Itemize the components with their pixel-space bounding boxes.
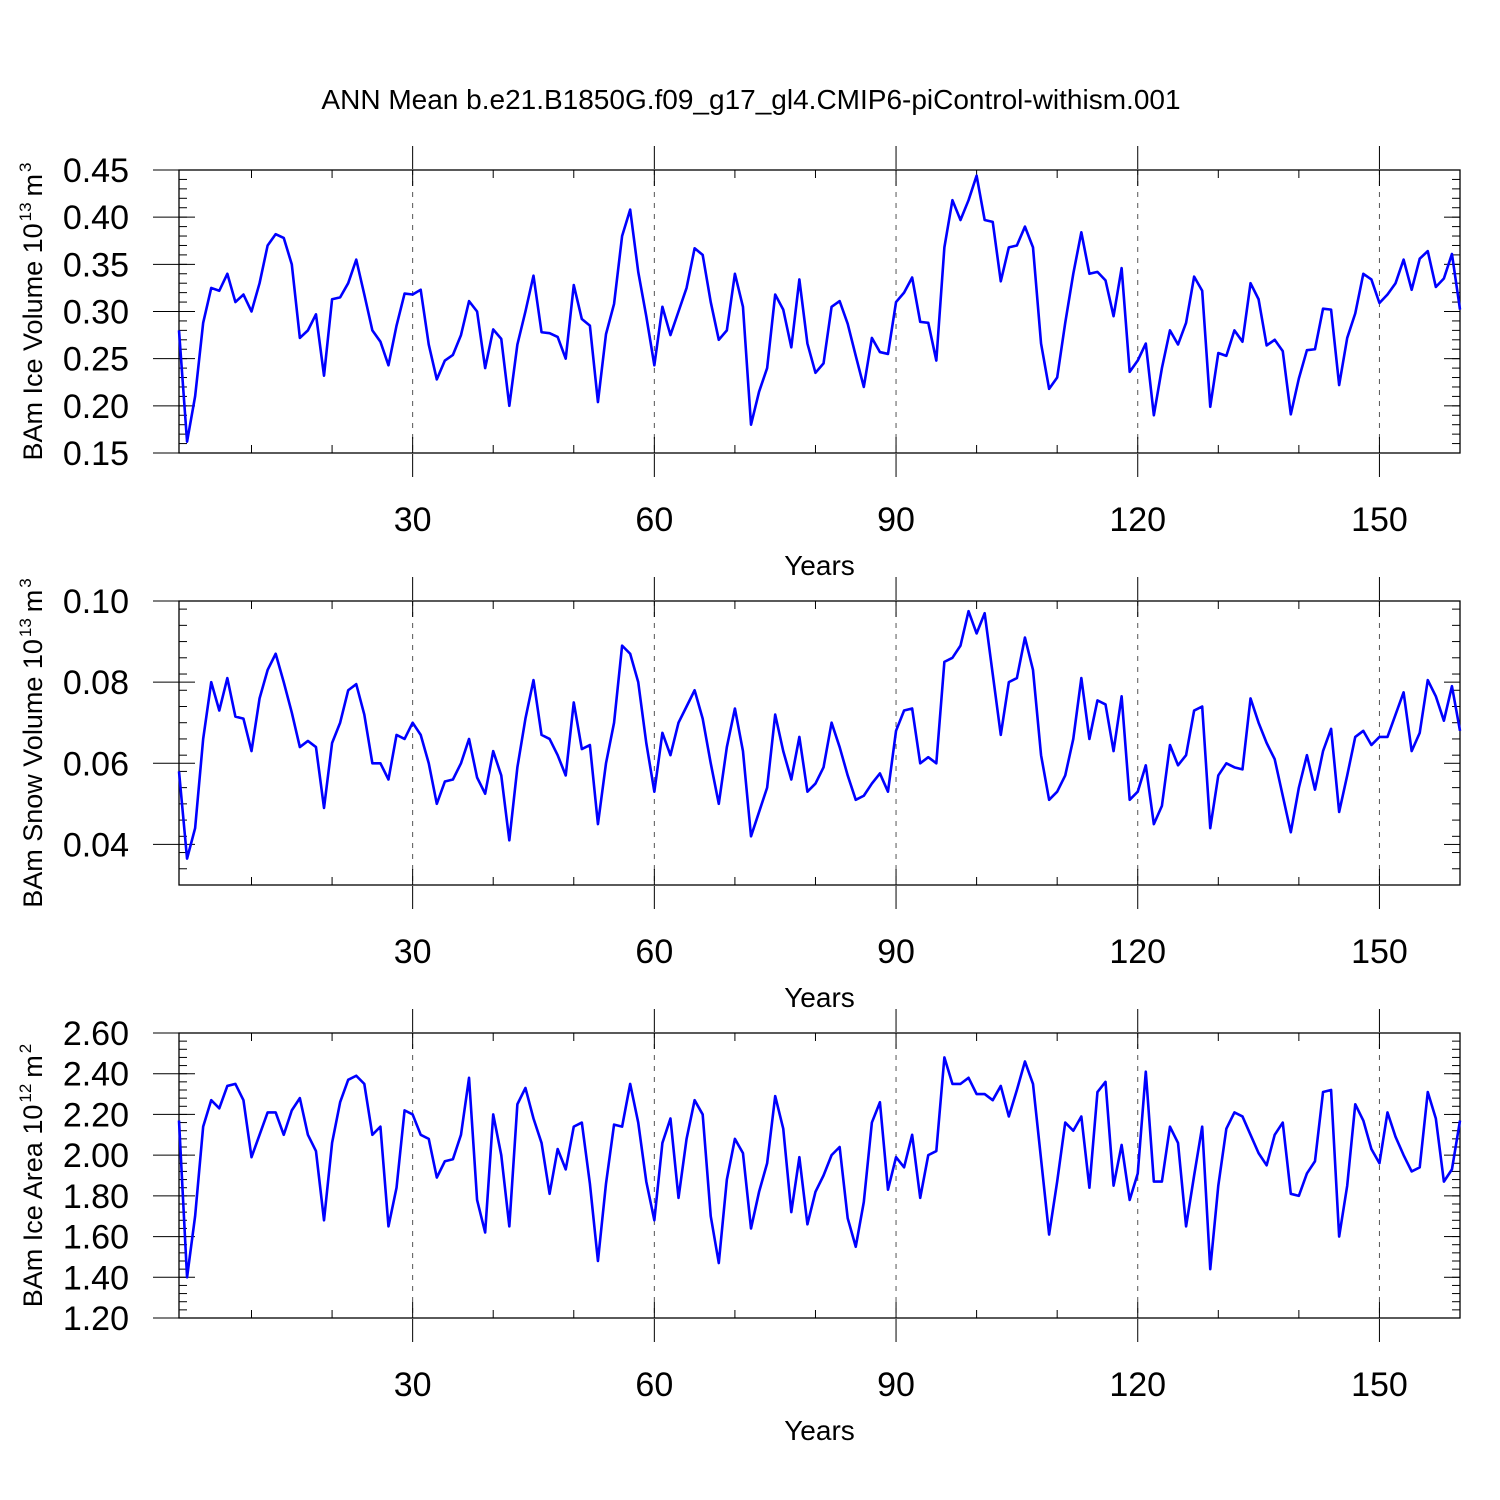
y-axis-label-ylabel-exp: 12 [16,1084,35,1103]
series-line [177,174,1462,443]
x-tick-label: 120 [1109,501,1166,539]
panel-1: 30 60 90 120 150 0.15 0.20 0.25 0.30 0.35 0.40 0.45… [16,146,1462,581]
y-tick-label: 2.00 [63,1137,129,1175]
panels: 30 60 90 120 150 0.15 0.20 0.25 0.30 0.35 0.40 0.45… [16,146,1462,1446]
y-tick-label: 0.25 [63,341,129,379]
x-tick-label: 30 [394,501,432,539]
plot-frame [178,600,1461,886]
x-tick-label: 60 [635,501,673,539]
y-tick-label: 0.20 [63,388,129,426]
y-tick-label: 0.15 [63,435,129,473]
x-tick-label: 60 [635,1366,673,1404]
plot-frame [178,169,1461,454]
x-tick-label: 150 [1351,1366,1408,1404]
x-axis-label: Years [784,982,855,1013]
x-tick-label: 120 [1109,1366,1166,1404]
y-axis-label-ylabel: BAm Ice Volume 10 [18,223,48,460]
x-tick-label: 150 [1351,933,1408,971]
y-tick-label: 2.40 [63,1056,129,1094]
y-axis-label-ylabel-exp: 13 [16,618,35,637]
y-tick-label: 0.10 [63,583,129,621]
y-axis-label-ylabel-unit-exp: 3 [16,578,35,587]
x-tick-label: 30 [394,933,432,971]
x-tick-label: 30 [394,1366,432,1404]
y-axis-label-ylabel-unit: m [18,1055,48,1078]
y-axis-label: BAm Ice Area 10 12 m 2 [16,1044,48,1308]
y-axis-label-ylabel-exp: 13 [16,202,35,221]
y-tick-label: 0.45 [63,152,129,190]
y-tick-label: 1.80 [63,1178,129,1216]
series-line [177,609,1462,860]
x-axis-label: Years [784,550,855,581]
y-tick-label: 1.40 [63,1259,129,1297]
x-axis-label: Years [784,1415,855,1446]
x-tick-label: 90 [877,501,915,539]
x-tick-label: 150 [1351,501,1408,539]
y-tick-label: 1.60 [63,1219,129,1257]
y-axis-label-ylabel-unit-exp: 2 [16,1044,35,1053]
y-axis-label-ylabel: BAm Snow Volume 10 [18,639,48,908]
y-axis-label-ylabel-unit-exp: 3 [16,162,35,171]
y-tick-label: 0.30 [63,294,129,332]
y-axis-label-ylabel: BAm Ice Area 10 [18,1105,48,1308]
x-tick-label: 90 [877,1366,915,1404]
y-tick-label: 2.60 [63,1015,129,1053]
panel-3: 30 60 90 120 150 1.201.401.601.802.002.202.40… [16,1009,1462,1446]
y-axis-label: BAm Snow Volume 10 13 m 3 [16,578,48,908]
y-tick-label: 0.35 [63,246,129,284]
y-tick-label: 1.20 [63,1300,129,1338]
plot-frame [178,1032,1461,1319]
y-axis-label-ylabel-unit: m [18,590,48,613]
y-tick-label: 2.20 [63,1096,129,1134]
x-tick-label: 90 [877,933,915,971]
panel-2: 30 60 90 120 150 0.04 0.06 0.08 0.10 Years BAm Sno… [16,577,1462,1013]
figure-title: ANN Mean b.e21.B1850G.f09_g17_gl4.CMIP6-… [321,84,1180,115]
y-tick-label: 0.06 [63,745,129,783]
y-tick-label: 0.40 [63,199,129,237]
y-tick-label: 0.08 [63,664,129,702]
y-tick-label: 0.04 [63,826,129,864]
y-axis-label-ylabel-unit: m [18,174,48,197]
y-axis-label: BAm Ice Volume 10 13 m 3 [16,162,48,460]
x-tick-label: 60 [635,933,673,971]
x-tick-label: 120 [1109,933,1166,971]
series-line [177,1056,1462,1279]
